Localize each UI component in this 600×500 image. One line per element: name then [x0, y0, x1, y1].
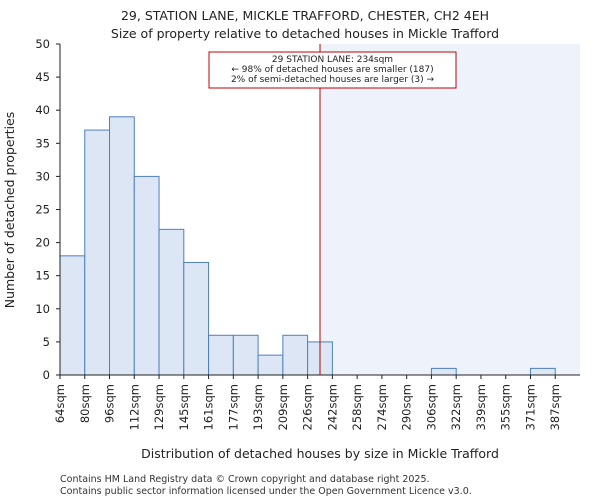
y-tick-label: 35: [35, 136, 50, 150]
bar-64sqm: [59, 255, 86, 376]
chart-title: 29, STATION LANE, MICKLE TRAFFORD, CHEST…: [121, 8, 489, 23]
chart-subtitle: Size of property relative to detached ho…: [111, 26, 499, 41]
y-axis-label: Number of detached properties: [2, 112, 17, 309]
x-tick-label: 371sqm: [523, 384, 537, 430]
y-tick-label: 30: [35, 169, 50, 183]
x-tick-label: 209sqm: [276, 384, 290, 430]
bar-177sqm: [232, 334, 259, 376]
bar-145sqm: [183, 261, 210, 376]
x-tick-label: 80sqm: [78, 384, 92, 423]
bar-161sqm: [208, 334, 234, 376]
y-tick-label: 15: [35, 269, 50, 283]
x-tick-label: 387sqm: [548, 384, 562, 430]
y-tick-label: 50: [35, 37, 50, 51]
y-tick-label: 45: [35, 70, 50, 84]
y-tick-label: 20: [35, 236, 50, 250]
x-tick-label: 322sqm: [449, 384, 463, 430]
x-tick-label: 226sqm: [301, 384, 315, 430]
x-tick-label: 96sqm: [103, 384, 117, 423]
x-tick-label: 129sqm: [152, 384, 166, 430]
y-tick-label: 10: [35, 302, 50, 316]
y-tick-label: 5: [43, 335, 50, 349]
bar-371sqm: [529, 367, 556, 376]
x-tick-label: 339sqm: [474, 384, 488, 430]
bar-80sqm: [84, 129, 111, 376]
x-tick-label: 64sqm: [53, 384, 67, 423]
x-tick-label: 161sqm: [202, 384, 216, 430]
footer-line-1: Contains HM Land Registry data © Crown c…: [60, 474, 430, 485]
x-tick-label: 306sqm: [424, 384, 438, 430]
footer-line-2: Contains public sector information licen…: [60, 486, 472, 497]
bar-193sqm: [257, 354, 284, 376]
bar-96sqm: [109, 116, 135, 376]
annotation-line-3: 2% of semi-detached houses are larger (3…: [231, 75, 435, 85]
x-tick-label: 242sqm: [325, 384, 339, 430]
bar-306sqm: [430, 367, 457, 376]
y-tick-label: 0: [43, 368, 50, 382]
x-tick-label: 274sqm: [375, 384, 389, 430]
highlight-region: [320, 44, 580, 375]
bar-209sqm: [282, 334, 309, 376]
y-tick-label: 25: [35, 203, 50, 217]
x-tick-label: 193sqm: [251, 384, 265, 430]
x-tick-label: 258sqm: [350, 384, 364, 430]
x-tick-label: 355sqm: [499, 384, 513, 430]
x-tick-label: 177sqm: [226, 384, 240, 430]
x-tick-label: 290sqm: [400, 384, 414, 430]
y-tick-label: 40: [35, 103, 50, 117]
annotation-box: [208, 51, 457, 89]
x-tick-label: 112sqm: [127, 384, 141, 430]
bar-129sqm: [158, 228, 185, 376]
x-axis-label: Distribution of detached houses by size …: [141, 446, 499, 461]
annotation-line-2: ← 98% of detached houses are smaller (18…: [231, 65, 433, 75]
annotation-line-1: 29 STATION LANE: 234sqm: [272, 55, 393, 65]
x-tick-label: 145sqm: [177, 384, 191, 430]
bar-112sqm: [133, 175, 160, 376]
plot-area: 0 5 10 15 20 25 30 35 40 45 50 64sqm 80sqm 96sqm 112sq…: [35, 37, 580, 430]
